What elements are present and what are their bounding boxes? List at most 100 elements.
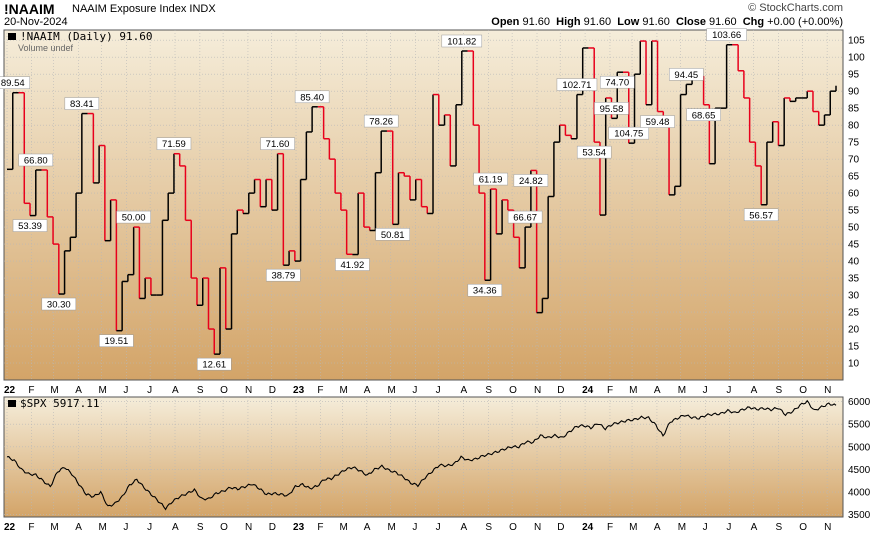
high-value: 91.60: [583, 16, 612, 28]
naaim-legend: !NAAIM (Daily) 91.60: [20, 30, 152, 43]
x-tick-label: M: [678, 385, 686, 396]
annotation-box: [116, 210, 151, 224]
y-tick-label: 90: [848, 87, 860, 98]
chart-header: !NAAIM NAAIM Exposure Index INDX 20-Nov-…: [0, 0, 879, 30]
exchange-label: INDX: [189, 3, 216, 15]
annotation-box: [197, 357, 232, 371]
x-tick-label: O: [509, 522, 517, 533]
annotation-label: 30.30: [47, 300, 71, 311]
x-tick-label: A: [654, 522, 661, 533]
annotation-label: 89.54: [1, 78, 25, 89]
y-tick-label: 60: [848, 189, 860, 200]
x-tick-label: 23: [293, 522, 305, 533]
annotation-box: [335, 258, 370, 271]
chg-label: Chg: [742, 16, 765, 28]
x-tick-label: 23: [293, 385, 305, 396]
annotation-box: [294, 90, 330, 104]
x-tick-label: S: [776, 522, 783, 533]
y-tick-label: 70: [848, 155, 860, 166]
annotation-box: [686, 108, 721, 122]
x-tick-label: D: [269, 385, 276, 396]
annotation-label: 104.75: [614, 129, 643, 140]
annotation-box: [599, 75, 635, 89]
symbol-name: NAAIM Exposure Index INDX: [72, 3, 216, 15]
annotation-box: [608, 126, 649, 140]
spx-panel: 3500 4000 4500 5000 5500 6000 22 F M A M J J A S O N D 23 F…: [3, 396, 871, 533]
annotation-box: [99, 334, 134, 347]
x-tick-label: M: [99, 385, 107, 396]
y-tick-label: 95: [848, 70, 860, 81]
spx-line: [6, 399, 837, 511]
annotation-label: 103.66: [712, 30, 741, 41]
y-tick-label: 30: [848, 291, 860, 302]
annotation-label: 59.48: [646, 117, 670, 128]
annotation-label: 68.65: [692, 110, 716, 121]
y-tick-label: 35: [848, 274, 860, 285]
x-tick-label: F: [317, 385, 323, 396]
annotation-label: 78.26: [369, 117, 393, 128]
annotation-box: [41, 297, 77, 311]
x-tick-label: A: [654, 385, 661, 396]
annotation-label: 85.40: [300, 92, 324, 103]
y-tick-label: 5000: [848, 442, 871, 453]
x-tick-label: S: [776, 385, 783, 396]
high-label: High: [556, 16, 581, 28]
x-tick-label: J: [147, 385, 152, 396]
x-tick-label: M: [629, 385, 637, 396]
quote-bar: Open 91.60 High 91.60 Low 91.60 Close 91…: [491, 16, 843, 28]
x-tick-label: F: [317, 522, 323, 533]
annotation-box: [18, 153, 54, 167]
annotation-label: 66.80: [24, 156, 48, 167]
y-tick-label: 50: [848, 223, 860, 234]
y-tick-label: 20: [848, 325, 860, 336]
close-value: 91.60: [709, 16, 737, 28]
x-tick-label: F: [28, 385, 34, 396]
annotation-label: 102.71: [562, 80, 591, 91]
open-value: 91.60: [522, 16, 550, 28]
legend-swatch: [8, 33, 16, 40]
annotation-box: [375, 228, 410, 241]
annotation-label: 94.45: [674, 70, 698, 81]
annotation-box: [507, 210, 543, 224]
y-tick-label: 80: [848, 121, 860, 132]
annotation-box: [669, 68, 704, 81]
volume-note: Volume undef: [18, 43, 74, 53]
x-tick-label: J: [703, 522, 708, 533]
x-tick-label: J: [726, 385, 731, 396]
annotation-label: 50.81: [381, 230, 405, 241]
annotation-box: [441, 34, 483, 48]
x-tick-label: J: [412, 522, 417, 533]
y-tick-label: 3500: [848, 510, 871, 521]
spx-legend: $SPX 5917.11: [20, 397, 99, 410]
annotation-label: 38.79: [271, 271, 295, 282]
x-tick-label: F: [607, 522, 613, 533]
annotation-box: [743, 208, 779, 222]
annotation-box: [260, 137, 295, 150]
x-tick-label: M: [388, 385, 396, 396]
annotation-label: 56.57: [749, 210, 773, 221]
x-tick-label: A: [751, 522, 758, 533]
x-tick-label: A: [364, 385, 371, 396]
y-tick-label: 4000: [848, 488, 871, 499]
x-tick-label: F: [28, 522, 34, 533]
y-tick-label: 65: [848, 172, 860, 183]
y-tick-label: 100: [848, 53, 865, 64]
x-tick-label: M: [339, 522, 347, 533]
x-tick-label: M: [678, 522, 686, 533]
annotation-box: [594, 102, 629, 115]
annotation-label: 19.51: [104, 336, 128, 347]
annotation-box: [156, 137, 192, 150]
y-tick-label: 10: [848, 359, 860, 370]
symbol-label: !NAAIM: [4, 1, 55, 17]
x-tick-label: A: [172, 522, 179, 533]
annotation-label: 61.19: [479, 175, 503, 186]
annotation-box: [12, 219, 48, 232]
x-tick-label: S: [485, 385, 492, 396]
annotation-box: [640, 115, 675, 128]
x-tick-label: O: [220, 385, 228, 396]
annotation-label: 53.39: [18, 221, 42, 232]
x-tick-label: A: [364, 522, 371, 533]
y-tick-label: 105: [848, 36, 865, 47]
x-tick-label: M: [339, 385, 347, 396]
x-tick-label: M: [50, 385, 58, 396]
